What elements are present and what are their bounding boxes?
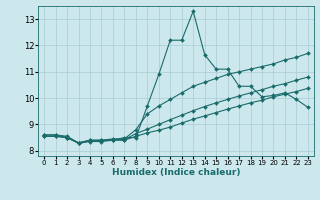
X-axis label: Humidex (Indice chaleur): Humidex (Indice chaleur) xyxy=(112,168,240,177)
